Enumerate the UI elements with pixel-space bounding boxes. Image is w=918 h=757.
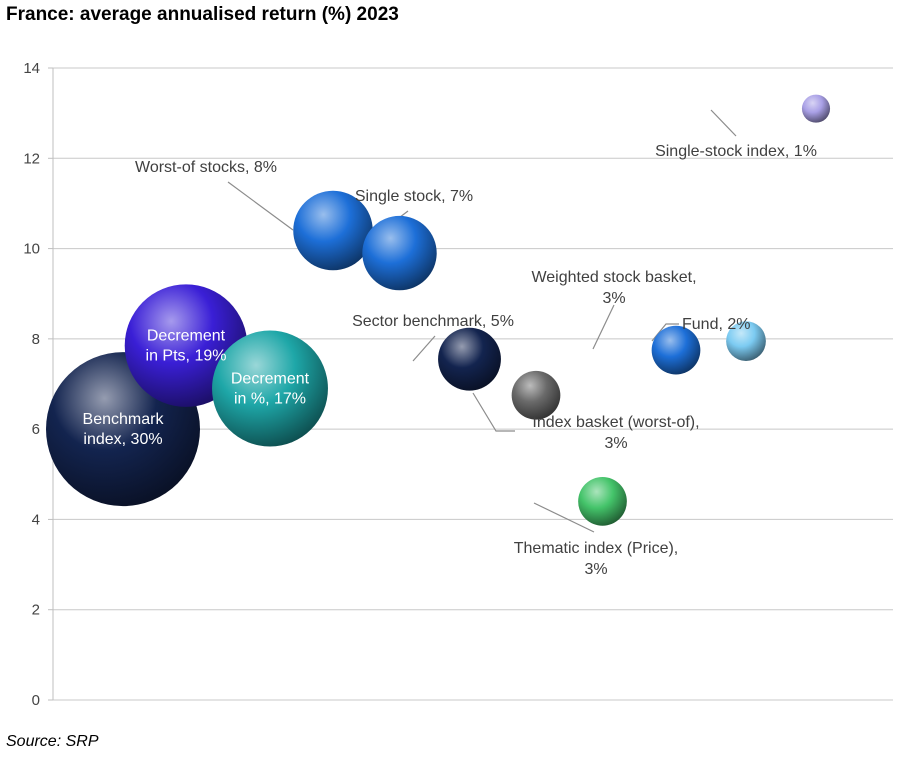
y-tick-label: 2 bbox=[32, 602, 40, 619]
bubble-label: Fund, 2% bbox=[682, 316, 750, 333]
leader-line bbox=[710, 109, 737, 137]
bubble-label: Thematic index (Price), bbox=[514, 540, 679, 557]
y-axis: 0 2 4 6 8 10 12 14 bbox=[23, 60, 54, 709]
y-tick-label: 12 bbox=[23, 150, 40, 167]
leader-line bbox=[592, 304, 615, 350]
bubble-worst-of-stocks[interactable] bbox=[293, 190, 373, 271]
bubble-label: 3% bbox=[604, 435, 627, 452]
bubble-label: Single-stock index, 1% bbox=[655, 143, 817, 160]
bubble-label: Index basket (worst-of), bbox=[532, 414, 699, 431]
leader-line bbox=[651, 323, 679, 342]
leader-line bbox=[412, 335, 436, 362]
bubble-single-stock-index[interactable] bbox=[801, 94, 831, 123]
y-tick-label: 8 bbox=[32, 331, 40, 348]
bubble-weighted-stock-basket[interactable] bbox=[651, 325, 701, 375]
bubble-label: Decrement bbox=[147, 328, 226, 345]
bubble-fund[interactable] bbox=[726, 321, 766, 361]
leader-line bbox=[227, 181, 294, 231]
leader-line bbox=[472, 392, 515, 432]
source-note: Source: SRP bbox=[6, 733, 99, 750]
y-tick-label: 0 bbox=[32, 692, 40, 709]
bubble-thematic-index-price[interactable] bbox=[578, 477, 627, 526]
y-tick-label: 6 bbox=[32, 421, 40, 438]
chart-title: France: average annualised return (%) 20… bbox=[6, 4, 399, 25]
bubble-label: Decrement bbox=[231, 371, 310, 388]
y-tick-label: 10 bbox=[23, 241, 40, 258]
bubble-decrement-in[interactable] bbox=[212, 330, 328, 447]
bubble-label: 3% bbox=[584, 561, 607, 578]
bubble-label: Worst-of stocks, 8% bbox=[135, 159, 277, 176]
bubbles bbox=[46, 94, 831, 526]
bubble-label: Single stock, 7% bbox=[355, 188, 473, 205]
y-tick-label: 14 bbox=[23, 60, 40, 77]
bubble-label: Sector benchmark, 5% bbox=[352, 313, 514, 330]
bubble-label: Weighted stock basket, bbox=[531, 269, 696, 286]
bubble-single-stock[interactable] bbox=[362, 215, 437, 291]
leader-line bbox=[533, 502, 595, 533]
y-tick-label: 4 bbox=[32, 511, 40, 528]
bubble-label: index, 30% bbox=[83, 431, 162, 448]
bubble-index-basket-worst-of[interactable] bbox=[511, 370, 561, 420]
bubble-label: Benchmark bbox=[83, 411, 165, 428]
bubble-label: in Pts, 19% bbox=[146, 348, 227, 365]
bubble-sector-benchmark[interactable] bbox=[438, 327, 501, 391]
bubble-label: 3% bbox=[602, 290, 625, 307]
bubble-label: in %, 17% bbox=[234, 391, 306, 408]
